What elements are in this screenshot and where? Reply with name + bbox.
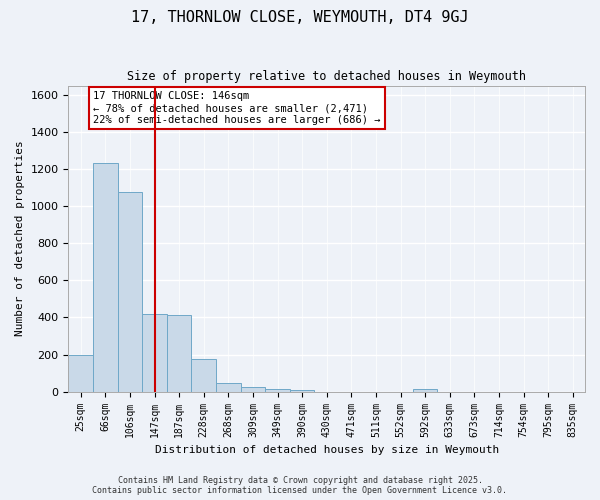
Bar — [167, 314, 191, 392]
Bar — [265, 389, 290, 392]
Bar — [93, 164, 118, 392]
Text: Contains HM Land Registry data © Crown copyright and database right 2025.
Contai: Contains HM Land Registry data © Crown c… — [92, 476, 508, 495]
Title: Size of property relative to detached houses in Weymouth: Size of property relative to detached ho… — [127, 70, 526, 83]
Bar — [142, 314, 167, 392]
Bar — [241, 387, 265, 392]
Bar — [216, 384, 241, 392]
Text: 17 THORNLOW CLOSE: 146sqm
← 78% of detached houses are smaller (2,471)
22% of se: 17 THORNLOW CLOSE: 146sqm ← 78% of detac… — [93, 92, 380, 124]
Bar — [68, 354, 93, 392]
Bar — [191, 359, 216, 392]
Bar — [413, 389, 437, 392]
Text: 17, THORNLOW CLOSE, WEYMOUTH, DT4 9GJ: 17, THORNLOW CLOSE, WEYMOUTH, DT4 9GJ — [131, 10, 469, 25]
Bar — [118, 192, 142, 392]
Y-axis label: Number of detached properties: Number of detached properties — [15, 141, 25, 336]
X-axis label: Distribution of detached houses by size in Weymouth: Distribution of detached houses by size … — [155, 445, 499, 455]
Bar — [290, 390, 314, 392]
